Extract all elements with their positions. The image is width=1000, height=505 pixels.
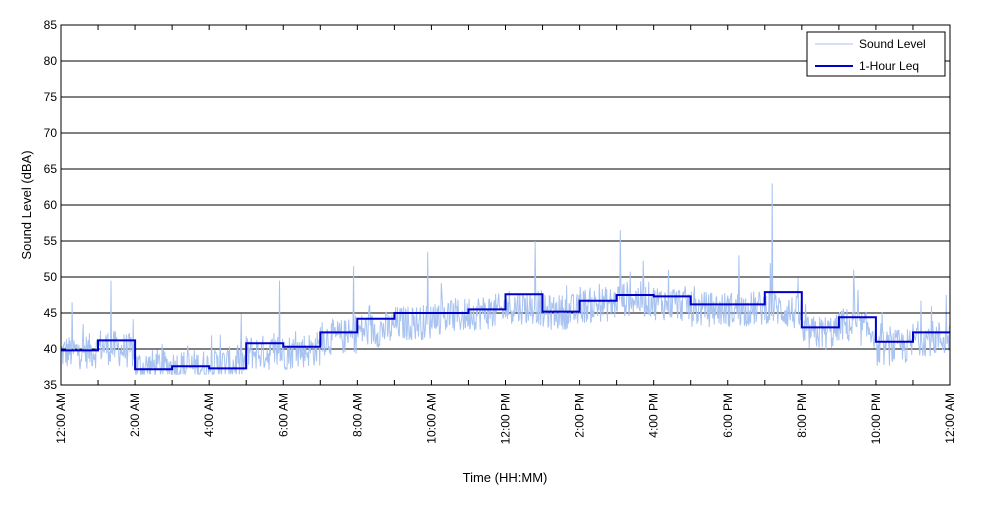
y-tick-label: 85 <box>44 18 58 32</box>
x-tick-label: 4:00 PM <box>647 393 661 438</box>
y-tick-label: 80 <box>44 54 58 68</box>
y-tick-label: 50 <box>44 270 58 284</box>
x-tick-label: 10:00 AM <box>424 393 438 444</box>
x-tick-label: 2:00 AM <box>128 393 142 437</box>
x-tick-label: 6:00 PM <box>721 393 735 438</box>
x-tick-label: 10:00 PM <box>869 393 883 444</box>
legend-box <box>806 31 946 77</box>
x-tick-label: 6:00 AM <box>276 393 290 437</box>
y-tick-label: 55 <box>44 234 58 248</box>
leq-series <box>61 291 950 371</box>
y-axis: 35 40 45 50 55 60 65 70 75 80 85 <box>44 18 950 392</box>
x-tick-label: 12:00 AM <box>943 393 957 444</box>
y-axis-label: Sound Level (dBA) <box>19 150 34 259</box>
legend-label-sound-level: Sound Level <box>859 37 926 51</box>
legend: Sound Level 1-Hour Leq <box>806 31 946 77</box>
y-tick-label: 60 <box>44 198 58 212</box>
x-tick-label: 2:00 PM <box>573 393 587 438</box>
y-tick-label: 65 <box>44 162 58 176</box>
y-tick-label: 40 <box>44 342 58 356</box>
x-axis: 12:00 AM 2:00 AM 4:00 AM 6:00 AM 8:00 AM 10:0… <box>54 25 957 444</box>
x-tick-label: 8:00 PM <box>795 393 809 438</box>
x-axis-label: Time (HH:MM) <box>463 470 548 485</box>
y-tick-label: 70 <box>44 126 58 140</box>
x-tick-label: 12:00 AM <box>54 393 68 444</box>
y-tick-label: 45 <box>44 306 58 320</box>
y-tick-label: 35 <box>44 378 58 392</box>
x-tick-label: 8:00 AM <box>350 393 364 437</box>
y-tick-label: 75 <box>44 90 58 104</box>
x-tick-label: 4:00 AM <box>202 393 216 437</box>
x-tick-label: 12:00 PM <box>499 393 513 444</box>
leq-step-line <box>61 291 950 371</box>
legend-label-leq: 1-Hour Leq <box>859 59 919 73</box>
